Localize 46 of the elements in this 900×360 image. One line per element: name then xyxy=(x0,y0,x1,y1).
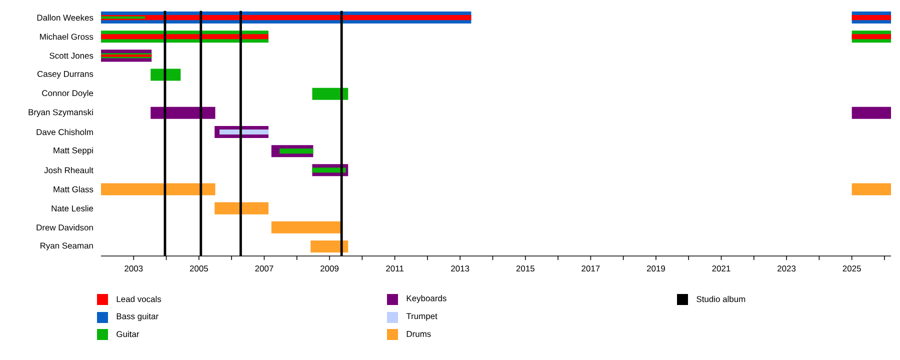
y-tick-label: Matt Seppi xyxy=(54,147,93,156)
bar xyxy=(101,34,268,40)
bar xyxy=(214,202,268,214)
legend-label: Trumpet xyxy=(406,313,438,321)
y-tick-label: Bryan Szymanski xyxy=(28,108,93,117)
bar xyxy=(852,106,892,119)
bar xyxy=(852,34,892,40)
x-tick-label: 2013 xyxy=(451,266,470,272)
bar xyxy=(101,183,216,196)
y-tick-label: Casey Durrans xyxy=(37,70,94,79)
bar xyxy=(310,240,348,252)
x-tick-label: 2005 xyxy=(190,266,208,272)
y-tick-label: Dave Chisholm xyxy=(36,128,93,136)
x-tick-label: 2011 xyxy=(386,266,404,272)
x-tick-label: 2007 xyxy=(255,266,274,272)
bar xyxy=(852,183,892,196)
bar xyxy=(852,15,892,20)
y-tick-label: Ryan Seaman xyxy=(40,242,93,250)
y-tick-label: Drew Davidson xyxy=(36,224,93,230)
bar xyxy=(271,221,343,234)
x-tick-label: 2015 xyxy=(516,266,534,272)
bar xyxy=(312,168,346,173)
x-tick-label: 2003 xyxy=(124,266,143,272)
legend-label: Bass guitar xyxy=(116,313,158,321)
bar xyxy=(150,106,216,119)
y-tick-label: Scott Jones xyxy=(50,52,94,59)
legend-label: Lead vocals xyxy=(116,296,162,302)
x-tick-label: 2025 xyxy=(842,266,861,272)
y-tick-label: Matt Glass xyxy=(54,186,94,192)
legend-label: Keyboards xyxy=(406,295,446,303)
x-tick-label: 2019 xyxy=(646,266,665,272)
x-tick-label: 2017 xyxy=(582,266,600,272)
x-tick-label: 2023 xyxy=(778,266,796,272)
y-tick-label: Nate Leslie xyxy=(52,205,94,212)
bar xyxy=(280,148,314,154)
bar xyxy=(220,129,268,135)
x-tick-label: 2009 xyxy=(320,266,339,272)
bar xyxy=(101,15,472,20)
x-tick-label: 2021 xyxy=(712,266,730,272)
y-tick-label: Josh Rheault xyxy=(44,167,94,174)
legend-label: Guitar xyxy=(116,330,140,338)
y-tick-label: Michael Gross xyxy=(40,34,94,40)
y-tick-label: Dallon Weekes xyxy=(37,14,94,21)
legend-label: Studio album xyxy=(696,296,746,302)
y-tick-label: Connor Doyle xyxy=(42,90,94,98)
legend-label: Drums xyxy=(406,331,431,337)
